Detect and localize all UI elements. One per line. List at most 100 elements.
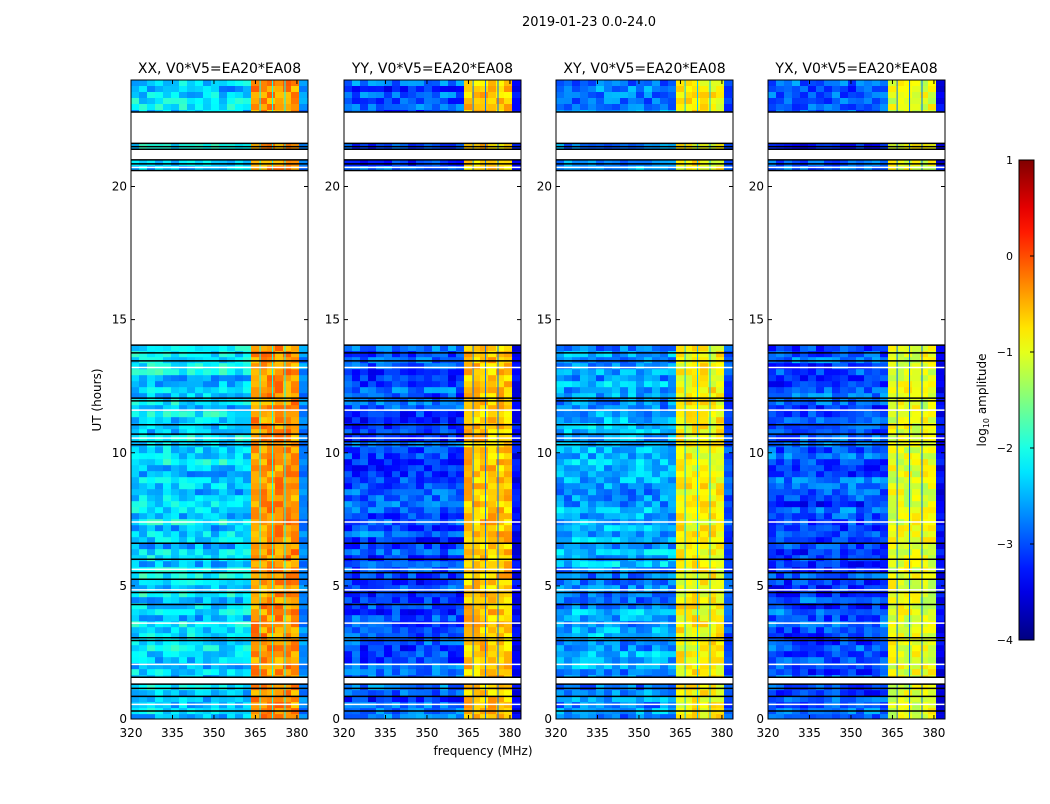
- heatmap-cell: [392, 561, 400, 567]
- heatmap-cell: [344, 501, 352, 507]
- heatmap-cell: [352, 513, 360, 519]
- heatmap-cell: [448, 363, 456, 369]
- heatmap-cell: [432, 645, 440, 651]
- heatmap-cell: [243, 369, 251, 375]
- heatmap-cell: [360, 615, 368, 621]
- heatmap-cell: [376, 579, 384, 585]
- heatmap-cell: [163, 80, 171, 86]
- heatmap-cell: [251, 363, 259, 369]
- heatmap-cell: [556, 513, 564, 519]
- heatmap-cell: [440, 92, 448, 98]
- heatmap-cell: [275, 447, 283, 453]
- heatmap-cell: [660, 555, 668, 561]
- heatmap-cell: [344, 669, 352, 675]
- heatmap-cell: [580, 92, 588, 98]
- heatmap-cell: [456, 160, 464, 166]
- heatmap-cell: [392, 369, 400, 375]
- heatmap-cell: [227, 495, 235, 501]
- heatmap-cell: [700, 597, 708, 603]
- heatmap-cell: [708, 651, 716, 657]
- heatmap-cell: [612, 651, 620, 657]
- heatmap-cell: [512, 363, 520, 369]
- heatmap-cell: [448, 669, 456, 675]
- heatmap-cell: [344, 160, 352, 166]
- heatmap-cell: [564, 387, 572, 393]
- y-tick-label: 5: [332, 579, 340, 593]
- heatmap-cell: [219, 417, 227, 423]
- heatmap-cell: [668, 417, 676, 423]
- heatmap-cell: [512, 80, 520, 86]
- heatmap-cell: [596, 549, 604, 555]
- heatmap-cell: [700, 555, 708, 561]
- heatmap-cell: [488, 627, 496, 633]
- heatmap-cell: [291, 489, 299, 495]
- heatmap-cell: [163, 507, 171, 513]
- heatmap-cell: [235, 513, 243, 519]
- heatmap-cell: [267, 92, 275, 98]
- heatmap-cell: [432, 627, 440, 633]
- heatmap-cell: [131, 702, 139, 708]
- heatmap-cell: [416, 387, 424, 393]
- heatmap-cell: [163, 690, 171, 696]
- heatmap-cell: [708, 702, 716, 708]
- heatmap-cell: [179, 684, 187, 690]
- heatmap-cell: [556, 549, 564, 555]
- heatmap-cell: [400, 411, 408, 417]
- heatmap-cell: [700, 160, 708, 166]
- heatmap-cell: [139, 507, 147, 513]
- heatmap-cell: [139, 86, 147, 92]
- heatmap-cell: [636, 471, 644, 477]
- heatmap-cell: [700, 507, 708, 513]
- heatmap-cell: [408, 645, 416, 651]
- heatmap-cell: [131, 98, 139, 104]
- heatmap-cell: [660, 702, 668, 708]
- heatmap-cell: [203, 471, 211, 477]
- heatmap-cell: [700, 387, 708, 393]
- heatmap-cell: [171, 669, 179, 675]
- heatmap-cell: [179, 98, 187, 104]
- heatmap-cell: [620, 507, 628, 513]
- heatmap-cell: [408, 531, 416, 537]
- heatmap-cell: [211, 651, 219, 657]
- band-gap: [485, 160, 486, 171]
- heatmap-cell: [139, 459, 147, 465]
- heatmap-cell: [556, 669, 564, 675]
- heatmap-cell: [392, 621, 400, 627]
- heatmap-cell: [504, 453, 512, 459]
- heatmap-cell: [235, 645, 243, 651]
- heatmap-cell: [456, 351, 464, 357]
- heatmap-cell: [171, 104, 179, 110]
- heatmap-cell: [392, 495, 400, 501]
- heatmap-cell: [512, 507, 520, 513]
- heatmap-cell: [652, 513, 660, 519]
- heatmap-cell: [464, 579, 472, 585]
- heatmap-cell: [139, 489, 147, 495]
- heatmap-cell: [171, 645, 179, 651]
- heatmap-cell: [227, 549, 235, 555]
- heatmap-cell: [636, 609, 644, 615]
- heatmap-cell: [163, 92, 171, 98]
- heatmap-cell: [588, 453, 596, 459]
- heatmap-cell: [668, 381, 676, 387]
- heatmap-cell: [235, 471, 243, 477]
- heatmap-cell: [496, 459, 504, 465]
- heatmap-cell: [219, 345, 227, 351]
- heatmap-cell: [716, 525, 724, 531]
- heatmap-cell: [416, 465, 424, 471]
- heatmap-cell: [139, 597, 147, 603]
- heatmap-cell: [384, 561, 392, 567]
- heatmap-cell: [299, 525, 307, 531]
- heatmap-cell: [644, 489, 652, 495]
- heatmap-cell: [628, 495, 636, 501]
- heatmap-cell: [251, 351, 259, 357]
- heatmap-cell: [376, 501, 384, 507]
- heatmap-cell: [448, 561, 456, 567]
- heatmap-cell: [155, 513, 163, 519]
- heatmap-cell: [179, 375, 187, 381]
- heatmap-cell: [628, 387, 636, 393]
- heatmap-cell: [352, 645, 360, 651]
- heatmap-cell: [139, 363, 147, 369]
- heatmap-cell: [131, 597, 139, 603]
- heatmap-cell: [612, 621, 620, 627]
- heatmap-cell: [227, 531, 235, 537]
